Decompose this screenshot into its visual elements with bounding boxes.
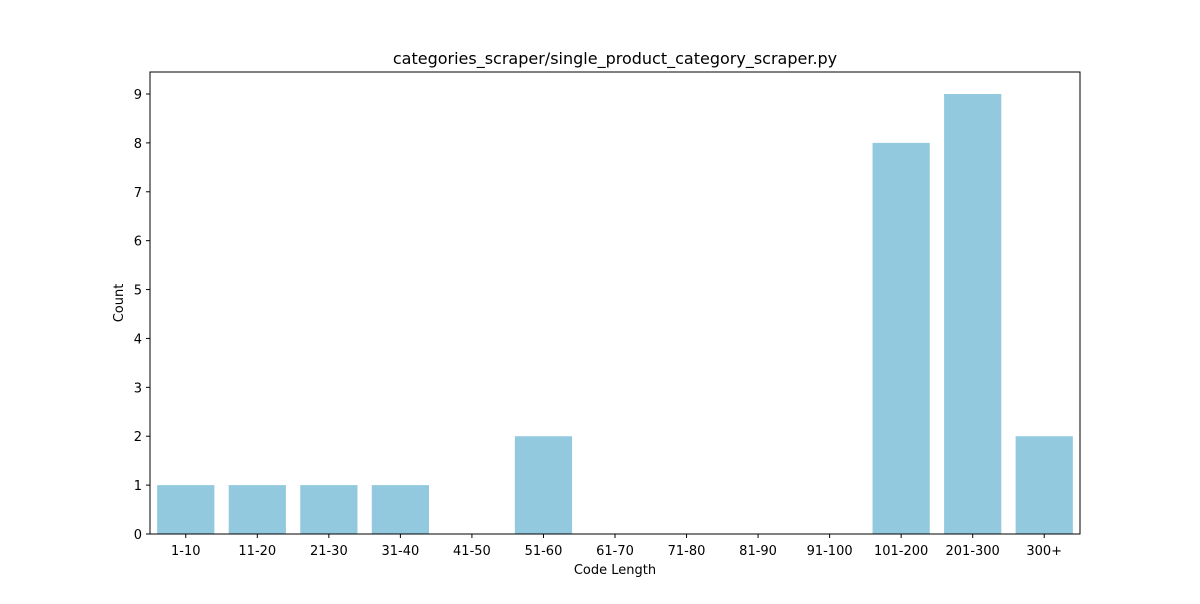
x-axis-label: Code Length xyxy=(574,563,656,578)
x-tick-label: 81-90 xyxy=(739,544,777,559)
bar-300+ xyxy=(1015,436,1073,534)
y-tick-label: 5 xyxy=(134,284,142,299)
y-tick-label: 3 xyxy=(134,381,142,396)
x-tick-label: 91-100 xyxy=(807,544,853,559)
y-tick-label: 9 xyxy=(134,88,142,103)
y-axis: 0 1 2 3 4 5 6 7 8 9 xyxy=(134,88,150,543)
bar-21-30 xyxy=(300,485,358,534)
x-tick-label: 41-50 xyxy=(453,544,491,559)
x-tick-label: 11-20 xyxy=(238,544,276,559)
x-axis: 1-10 11-20 21-30 31-40 41-50 51-60 61-70 71-80 8… xyxy=(171,534,1062,559)
x-tick-label: 21-30 xyxy=(310,544,348,559)
y-tick-label: 7 xyxy=(134,186,142,201)
bar-1-10 xyxy=(157,485,215,534)
x-tick-label: 1-10 xyxy=(171,544,201,559)
x-tick-label: 51-60 xyxy=(525,544,563,559)
x-tick-label: 300+ xyxy=(1026,544,1062,559)
bar-51-60 xyxy=(514,436,573,534)
y-tick-label: 4 xyxy=(134,332,142,347)
chart-title: categories_scraper/single_product_catego… xyxy=(393,49,837,69)
y-tick-label: 8 xyxy=(134,137,142,152)
y-tick-label: 6 xyxy=(134,235,142,250)
x-tick-label: 71-80 xyxy=(668,544,706,559)
y-axis-label: Count xyxy=(112,284,127,323)
bar-101-200 xyxy=(872,142,930,534)
bars-layer xyxy=(157,94,1073,534)
bar-201-300 xyxy=(944,94,1002,534)
plot-area-frame xyxy=(149,71,1081,535)
y-tick-label: 1 xyxy=(134,479,142,494)
bar-31-40 xyxy=(371,485,429,534)
y-tick-label: 2 xyxy=(134,430,142,445)
bar-11-20 xyxy=(228,485,286,534)
x-tick-label: 31-40 xyxy=(381,544,419,559)
x-tick-label: 201-300 xyxy=(946,544,1000,559)
y-tick-label: 0 xyxy=(134,528,142,543)
x-tick-label: 61-70 xyxy=(596,544,634,559)
x-tick-label: 101-200 xyxy=(874,544,928,559)
